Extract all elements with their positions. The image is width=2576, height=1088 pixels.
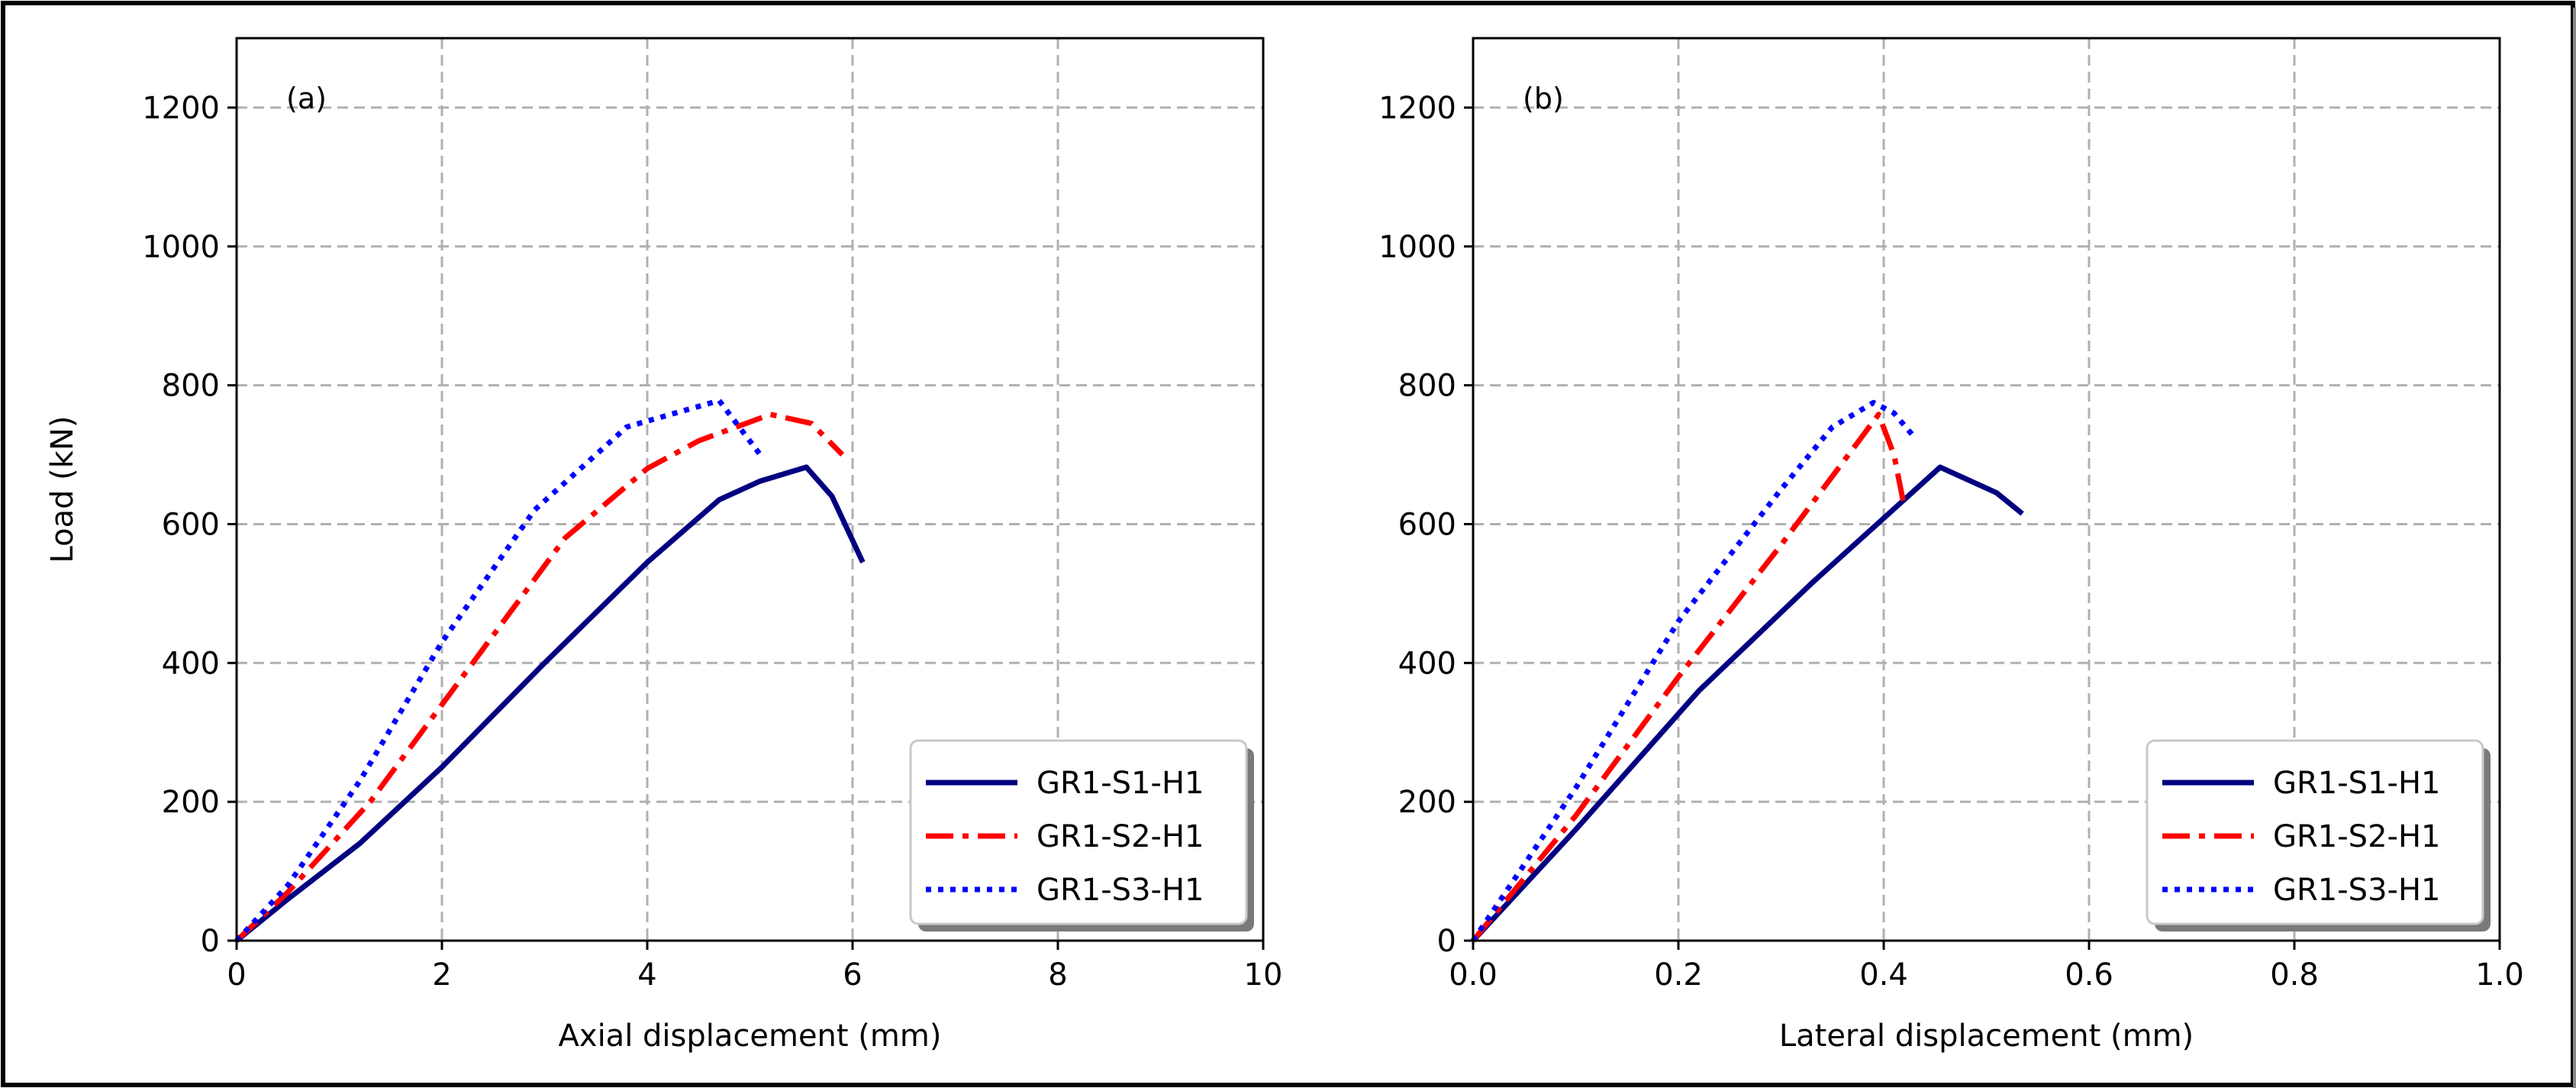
legend-label: GR1-S1-H1: [1037, 766, 1204, 801]
y-tick-label: 400: [162, 646, 220, 681]
series-line-gr1-s2-h1: [1471, 412, 1907, 943]
chart-panel-1: 0 200 400 600 800 1000 1200 0.0 0.2 0.4 0.6 0.8 1.0 L…: [1378, 37, 2524, 1054]
series-line-gr1-s1-h1: [1471, 464, 2024, 943]
y-tick-label: 600: [162, 507, 220, 542]
legend-label: GR1-S1-H1: [2273, 766, 2440, 801]
y-tick-label: 800: [162, 369, 220, 404]
y-tick-label: 200: [162, 785, 220, 820]
x-tick-label: 0.0: [1449, 957, 1498, 993]
x-tick-label: 8: [1048, 957, 1067, 993]
y-tick-label: 1000: [1378, 230, 1456, 265]
legend-box: [909, 739, 1248, 925]
series-line-gr1-s3-h1: [1471, 399, 1917, 942]
legend-label: GR1-S2-H1: [2273, 819, 2440, 854]
x-tick-label: 0.8: [2270, 957, 2319, 993]
y-tick-label: 0: [201, 924, 220, 959]
y-tick-label: 600: [1398, 507, 1456, 542]
y-tick-label: 1000: [142, 230, 220, 265]
x-axis-title: Axial displacement (mm): [559, 1019, 942, 1054]
x-tick-label: 10: [1244, 957, 1283, 993]
y-tick-label: 400: [1398, 646, 1456, 681]
y-tick-label: 200: [1398, 785, 1456, 820]
legend-label: GR1-S2-H1: [1037, 819, 1204, 854]
panel-label: (a): [286, 82, 327, 115]
x-tick-label: 0.2: [1654, 957, 1703, 993]
x-tick-label: 0: [227, 957, 246, 993]
series-line-gr1-s3-h1: [234, 398, 762, 943]
legend-label: GR1-S3-H1: [2273, 873, 2440, 908]
legend: GR1-S1-H1 GR1-S2-H1 GR1-S3-H1: [2146, 739, 2491, 931]
x-tick-label: 6: [843, 957, 862, 993]
y-tick-label: 1200: [142, 91, 220, 126]
y-tick-label: 800: [1398, 369, 1456, 404]
legend: GR1-S1-H1 GR1-S2-H1 GR1-S3-H1: [909, 739, 1254, 931]
y-axis-title: Load (kN): [45, 416, 80, 563]
y-tick-label: 1200: [1378, 91, 1456, 126]
x-tick-label: 4: [637, 957, 656, 993]
plot-area-frame: [1472, 37, 2501, 942]
panels: 0 200 400 600 800 1000 1200 0 2 4 6 8 10 Axial displa…: [45, 37, 2524, 1054]
plot-area-frame: [235, 37, 1265, 942]
series-line-gr1-s1-h1: [234, 464, 866, 943]
x-tick-label: 2: [432, 957, 451, 993]
x-axis-title: Lateral displacement (mm): [1779, 1019, 2194, 1054]
panel-label: (b): [1523, 82, 1564, 115]
x-tick-label: 0.4: [1859, 957, 1908, 993]
legend-label: GR1-S3-H1: [1037, 873, 1204, 908]
series-line-gr1-s2-h1: [234, 412, 845, 943]
x-tick-label: 1.0: [2475, 957, 2524, 993]
chart-panel-0: 0 200 400 600 800 1000 1200 0 2 4 6 8 10 Axial displa…: [45, 37, 1283, 1054]
figure-shadow: [2573, 8, 2576, 1088]
y-tick-label: 0: [1437, 924, 1456, 959]
x-tick-label: 0.6: [2065, 957, 2113, 993]
legend-box: [2146, 739, 2484, 925]
